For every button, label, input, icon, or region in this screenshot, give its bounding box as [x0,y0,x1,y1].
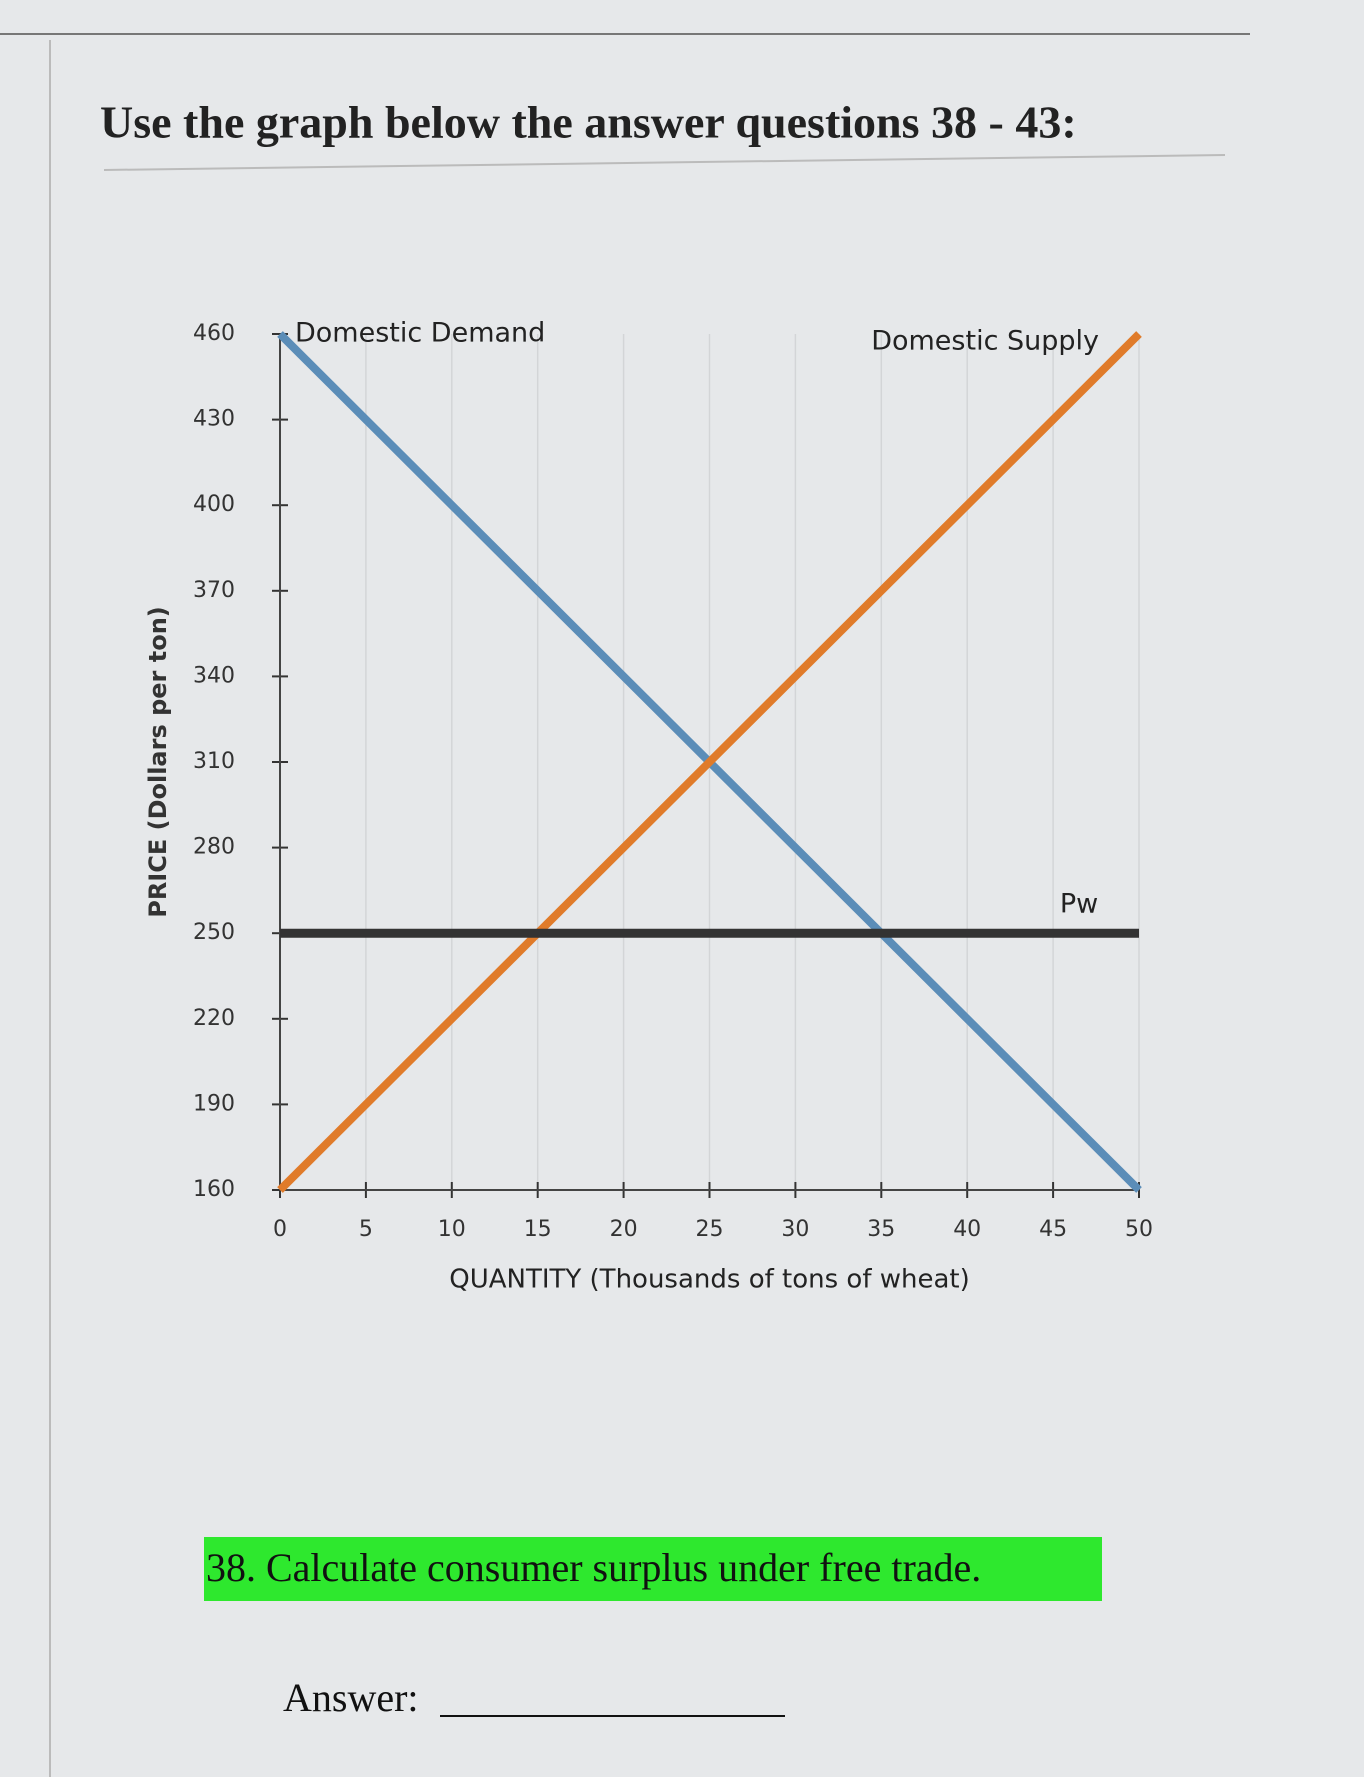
y-tick-label: 340 [193,663,235,688]
x-tick-label: 5 [359,1217,373,1242]
y-tick-label: 280 [193,835,235,860]
answer-label: Answer: [283,1675,419,1720]
title-rule [103,154,1226,171]
question: 38. Calculate consumer surplus under fre… [206,1545,981,1590]
y-tick-label: 190 [193,1091,235,1116]
x-tick-label: 15 [524,1217,552,1242]
highlight [204,1537,1102,1601]
x-tick-label: 35 [867,1217,895,1242]
series-line [277,331,1142,1193]
series-label: Pw [1060,889,1098,920]
x-axis-label: QUANTITY (Thousands of tons of wheat) [449,1265,970,1295]
x-tick-label: 30 [781,1217,809,1242]
series-label: Domestic Demand [295,318,545,349]
y-tick-label: 430 [193,407,235,432]
y-tick-label: 250 [193,920,235,945]
x-tick-label: 40 [953,1217,981,1242]
x-tick-label: 20 [610,1217,638,1242]
y-axis-label: PRICE (Dollars per ton) [144,606,172,918]
x-tick-label: 25 [696,1217,724,1242]
x-tick-label: 10 [438,1217,466,1242]
y-tick-label: 310 [193,749,235,774]
y-tick-label: 220 [193,1006,235,1031]
y-tick-label: 400 [193,492,235,517]
y-tick-label: 460 [193,321,235,346]
series-label: Domestic Supply [871,326,1099,357]
chart: 0 5 10 15 20 25 30 35 40 45 50 160 190 220 250 280 310 34… [144,318,1153,1295]
x-tick-label: 0 [273,1217,287,1242]
y-tick-label: 370 [193,578,235,603]
x-tick-label: 50 [1125,1217,1153,1242]
y-tick-label: 160 [193,1177,235,1202]
x-tick-label: 45 [1039,1217,1067,1242]
title: Use the graph below the answer questions… [100,97,1077,148]
